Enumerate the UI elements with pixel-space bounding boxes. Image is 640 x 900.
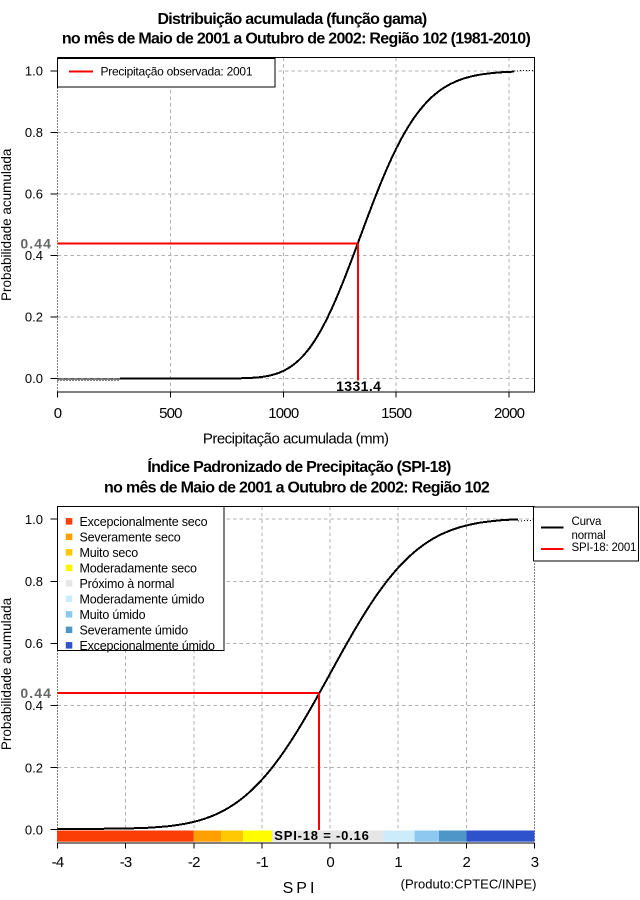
svg-text:2: 2 bbox=[463, 854, 471, 871]
svg-text:1000: 1000 bbox=[268, 405, 299, 422]
svg-text:Probabilidade acumulada: Probabilidade acumulada bbox=[0, 597, 14, 750]
svg-text:-1: -1 bbox=[256, 854, 268, 871]
svg-text:Probabilidade acumulada: Probabilidade acumulada bbox=[0, 148, 14, 301]
svg-text:Distribuição acumulada (função: Distribuição acumulada (função gama) bbox=[157, 11, 426, 28]
svg-text:0.0: 0.0 bbox=[25, 371, 43, 386]
svg-text:1: 1 bbox=[394, 854, 402, 871]
svg-text:SPI-18 = -0.16: SPI-18 = -0.16 bbox=[274, 828, 369, 843]
svg-text:Próximo à normal: Próximo à normal bbox=[80, 577, 175, 591]
svg-text:Severamente seco: Severamente seco bbox=[80, 530, 181, 544]
svg-text:Muito úmido: Muito úmido bbox=[80, 608, 146, 622]
svg-text:-2: -2 bbox=[188, 854, 200, 871]
svg-text:0.2: 0.2 bbox=[25, 310, 43, 325]
svg-text:Índice Padronizado de Precipit: Índice Padronizado de Precipitação (SPI-… bbox=[147, 457, 451, 476]
svg-text:Precipitação observada: 2001: Precipitação observada: 2001 bbox=[101, 65, 253, 79]
svg-text:1500: 1500 bbox=[381, 405, 412, 422]
svg-text:0.2: 0.2 bbox=[25, 760, 43, 775]
svg-text:0.6: 0.6 bbox=[25, 636, 43, 651]
svg-text:(Produto:CPTEC/INPE): (Produto:CPTEC/INPE) bbox=[401, 877, 537, 892]
svg-text:0.8: 0.8 bbox=[25, 574, 43, 589]
svg-text:Moderadamente úmido: Moderadamente úmido bbox=[80, 592, 205, 606]
svg-text:Precipitação acumulada (mm): Precipitação acumulada (mm) bbox=[203, 431, 389, 448]
svg-text:0.0: 0.0 bbox=[25, 822, 43, 837]
svg-text:no mês de Maio de 2001 a Outub: no mês de Maio de 2001 a Outubro de 2002… bbox=[62, 31, 531, 48]
svg-text:Excepcionalmente úmido: Excepcionalmente úmido bbox=[80, 639, 216, 653]
svg-text:SPI: SPI bbox=[283, 880, 318, 897]
svg-text:0.44: 0.44 bbox=[20, 236, 52, 252]
svg-text:1.0: 1.0 bbox=[25, 64, 43, 79]
svg-text:Severamente úmido: Severamente úmido bbox=[80, 623, 189, 637]
svg-text:Curva: Curva bbox=[572, 516, 602, 528]
svg-text:SPI-18: 2001: SPI-18: 2001 bbox=[572, 542, 637, 554]
svg-text:Moderadamente seco: Moderadamente seco bbox=[80, 561, 198, 575]
svg-text:0: 0 bbox=[54, 405, 62, 422]
svg-text:2000: 2000 bbox=[494, 405, 525, 422]
svg-text:Excepcionalmente seco: Excepcionalmente seco bbox=[80, 515, 208, 529]
svg-text:1.0: 1.0 bbox=[25, 512, 43, 527]
svg-text:1331.4: 1331.4 bbox=[336, 378, 381, 394]
svg-text:0: 0 bbox=[326, 854, 334, 871]
svg-text:-4: -4 bbox=[52, 854, 64, 871]
svg-text:normal: normal bbox=[572, 530, 606, 542]
svg-text:0.8: 0.8 bbox=[25, 125, 43, 140]
svg-text:0.44: 0.44 bbox=[20, 685, 52, 701]
svg-text:-3: -3 bbox=[120, 854, 132, 871]
svg-text:3: 3 bbox=[531, 854, 539, 871]
svg-text:no mês de Maio de 2001 a Outub: no mês de Maio de 2001 a Outubro de 2002… bbox=[104, 479, 490, 496]
svg-text:0.6: 0.6 bbox=[25, 187, 43, 202]
svg-text:0.4: 0.4 bbox=[25, 698, 43, 713]
svg-text:500: 500 bbox=[159, 405, 182, 422]
svg-text:Muito seco: Muito seco bbox=[80, 546, 139, 560]
svg-text:0.4: 0.4 bbox=[25, 248, 43, 263]
